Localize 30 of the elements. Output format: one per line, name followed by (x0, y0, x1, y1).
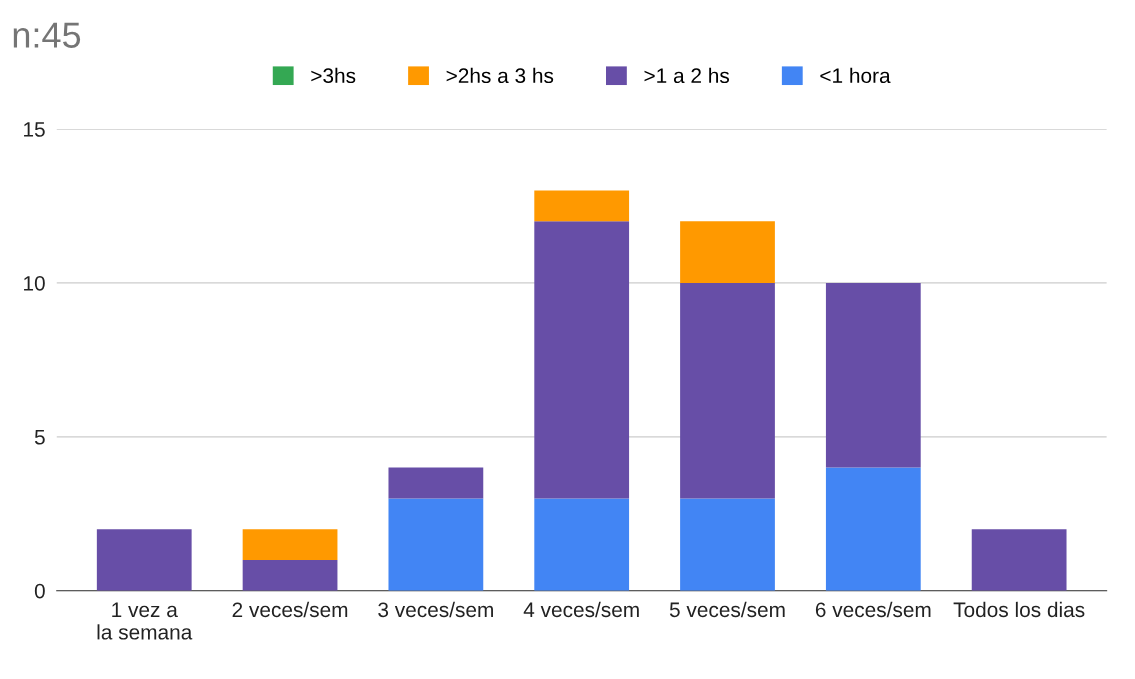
y-tick-label: 0 (34, 583, 45, 599)
bar (534, 221, 630, 499)
chart-title: n:45 (13, 22, 81, 48)
bar (534, 498, 630, 591)
bar (534, 190, 630, 222)
legend-label: <1 hora (820, 67, 891, 84)
y-tick-label: 10 (24, 275, 45, 291)
x-tick-label: 5 veces/sem (669, 601, 785, 618)
legend-label: >3hs (311, 67, 356, 84)
bar (242, 559, 338, 591)
y-tick-label: 5 (34, 430, 45, 445)
bar (680, 498, 775, 591)
bar (388, 498, 484, 591)
x-tick-label: 6 veces/sem (815, 601, 931, 618)
bar (825, 467, 921, 591)
bar (680, 282, 775, 499)
bar (96, 529, 192, 591)
x-tick-label: Todos los dias (953, 601, 1085, 618)
y-tick-label: 15 (24, 122, 45, 137)
legend-label: >1 a 2 hs (644, 67, 730, 84)
x-tick-label: 4 veces/sem (523, 601, 639, 618)
bar (825, 282, 921, 468)
legend-label: >2hs a 3 hs (446, 67, 554, 84)
x-tick-label: 3 veces/sem (378, 601, 493, 618)
x-tick-label: 1 vez a la semana (97, 602, 193, 640)
bar (971, 529, 1067, 591)
x-tick-label: 2 veces/sem (232, 601, 348, 618)
bar (242, 529, 338, 560)
bar (680, 221, 775, 283)
bar (388, 467, 484, 499)
